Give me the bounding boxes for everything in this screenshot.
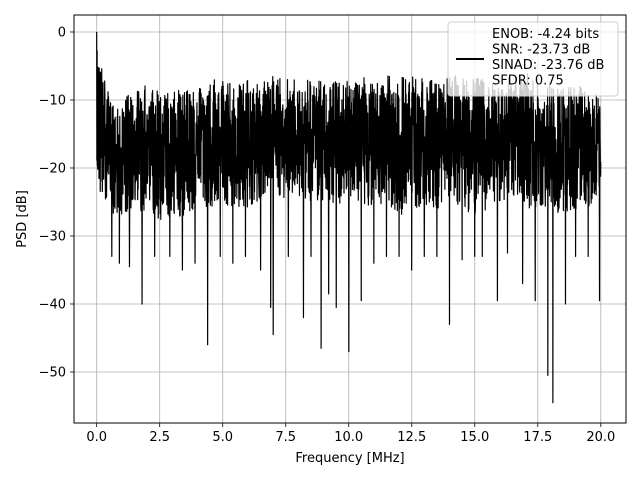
legend-entry: SINAD: -23.76 dB — [492, 58, 604, 73]
x-tick-label: 0.0 — [86, 430, 107, 445]
legend-entry: SNR: -23.73 dB — [492, 43, 590, 58]
y-axis-label: PSD [dB] — [15, 190, 30, 248]
y-tick-label: 0 — [58, 26, 66, 41]
x-tick-label: 15.0 — [460, 430, 489, 445]
x-tick-label: 2.5 — [149, 430, 170, 445]
x-axis-label: Frequency [MHz] — [295, 451, 404, 466]
legend-box — [447, 21, 619, 97]
y-tick-label: −50 — [39, 366, 66, 381]
x-tick-label: 5.0 — [212, 430, 233, 445]
y-tick-label: −30 — [39, 230, 66, 245]
y-axis-ticks: 0 −10 −20 −30 −40 −50 — [39, 26, 74, 381]
x-tick-label: 20.0 — [586, 430, 615, 445]
x-axis-ticks: 0.0 2.5 5.0 7.5 10.0 12.5 15.0 17.5 20.0 — [86, 423, 615, 445]
x-tick-label: 17.5 — [523, 430, 552, 445]
legend-entry: ENOB: -4.24 bits — [492, 27, 599, 42]
legend-entry: SFDR: 0.75 — [492, 74, 564, 89]
y-tick-label: −10 — [39, 94, 66, 109]
y-tick-label: −40 — [39, 298, 66, 313]
y-tick-label: −20 — [39, 162, 66, 177]
x-tick-label: 12.5 — [397, 430, 426, 445]
x-tick-label: 7.5 — [275, 430, 296, 445]
axes-frame — [73, 14, 627, 424]
x-tick-label: 10.0 — [334, 430, 363, 445]
plot-area — [96, 31, 602, 404]
psd-series-line — [96, 31, 602, 404]
